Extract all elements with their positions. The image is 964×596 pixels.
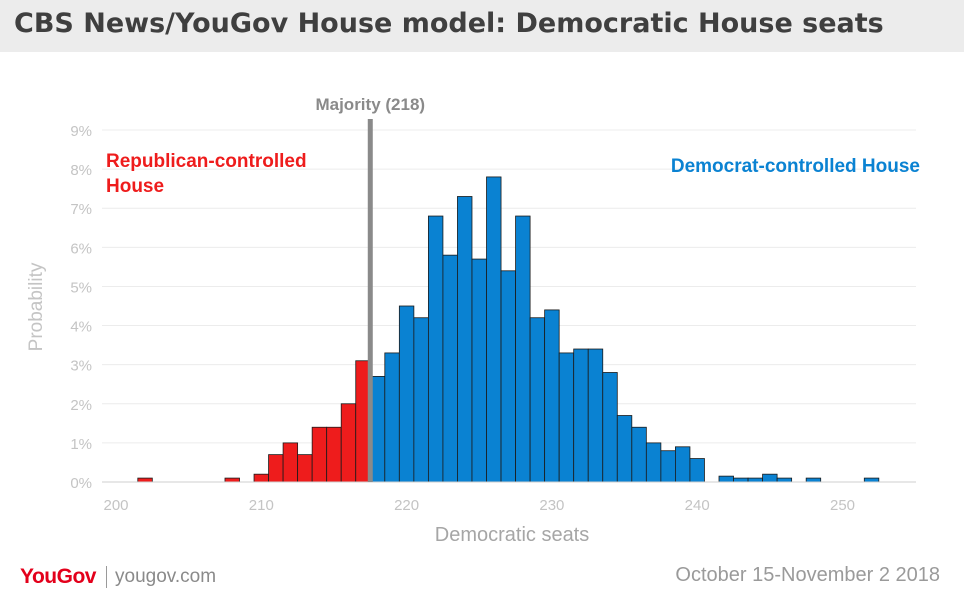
histogram-bar [311,426,328,483]
x-axis-label: Democratic seats [435,524,590,546]
histogram-bar [762,473,778,483]
democrat-region-label: Democrat-controlled House [671,156,920,177]
footer-date-range: October 15-November 2 2018 [675,564,940,586]
republican-region-label-line2: House [106,176,164,197]
y-tick-label: 7% [70,201,92,218]
histogram-bar [282,442,299,483]
histogram-bar [805,477,822,483]
y-tick-labels: 0% 1% 2% 3% 4% 5% 6% 7% 8% 9% [70,123,92,492]
histogram-bar [253,473,269,483]
histogram-bar [268,454,284,483]
histogram-bar [631,426,647,483]
histogram-bar [733,477,749,483]
histogram-bar [224,477,240,483]
histogram-bar [486,176,502,483]
y-tick-label: 2% [70,397,92,414]
title-bar: CBS News/YouGov House model: Democratic … [0,0,964,52]
histogram-bar [587,348,604,483]
histogram-bar [689,458,705,483]
majority-label: Majority (218) [315,95,425,114]
histogram-bar [747,477,763,483]
x-tick-labels: 200 210 220 230 240 250 [103,497,855,514]
histogram-bar [471,258,487,483]
histogram-bar [776,477,793,483]
y-tick-label: 8% [70,162,92,179]
histogram-bar [398,305,415,483]
histogram-bar [297,454,313,483]
histogram-bar [573,348,589,483]
x-tick-label: 200 [103,497,128,514]
histogram-bar [660,450,676,483]
x-tick-label: 220 [394,497,419,514]
histogram-bar [326,426,342,483]
y-tick-label: 3% [70,358,92,375]
republican-region-label-line1: Republican-controlled [106,151,307,172]
histogram-bar [675,446,691,483]
y-tick-label: 0% [70,475,92,492]
y-tick-label: 6% [70,240,92,257]
histogram-bars [137,176,880,483]
x-tick-label: 210 [249,497,274,514]
yougov-logo: YouGov [20,565,96,588]
histogram-bar [340,403,357,483]
histogram-bar [413,317,429,483]
histogram-bar [515,215,531,483]
histogram-bar [616,415,633,483]
histogram-bar [427,215,444,483]
histogram-bar [544,309,560,483]
y-tick-label: 1% [70,436,92,453]
histogram-bar [442,254,458,483]
histogram-bar [645,442,662,483]
histogram-bar [457,196,473,483]
histogram-bar [137,477,153,483]
x-tick-label: 250 [830,497,855,514]
histogram-bar [500,270,516,483]
histogram-bar [718,475,734,483]
x-tick-label: 230 [539,497,564,514]
y-tick-label: 9% [70,123,92,140]
footer-divider [106,566,107,588]
y-tick-label: 4% [70,319,92,336]
histogram-bar [602,372,618,483]
histogram-bar [863,477,880,483]
histogram-chart: 0%1%2%3%4%5%6%7%8%9% 200 210 220 230 240 250 … [26,95,920,546]
x-tick-label: 240 [685,497,710,514]
y-axis-label: Probability [26,262,47,351]
footer-url: yougov.com [115,566,217,587]
histogram-bar [558,352,575,483]
histogram-bar [384,352,400,483]
y-tick-label: 5% [70,279,92,296]
page-title: CBS News/YouGov House model: Democratic … [14,8,884,39]
histogram-bar [529,317,546,483]
